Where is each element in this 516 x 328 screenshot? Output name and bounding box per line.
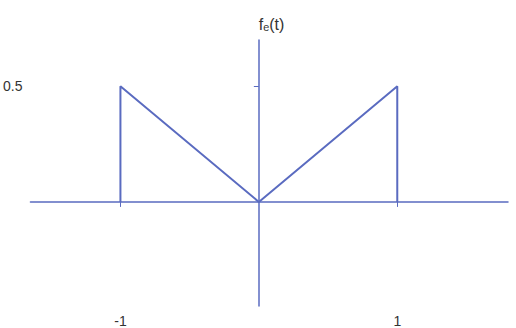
svg-text:0.5: 0.5 — [3, 78, 23, 94]
svg-text:fₑ(t): fₑ(t) — [259, 16, 285, 33]
svg-text:-1: -1 — [114, 313, 127, 328]
svg-text:1: 1 — [393, 313, 401, 328]
